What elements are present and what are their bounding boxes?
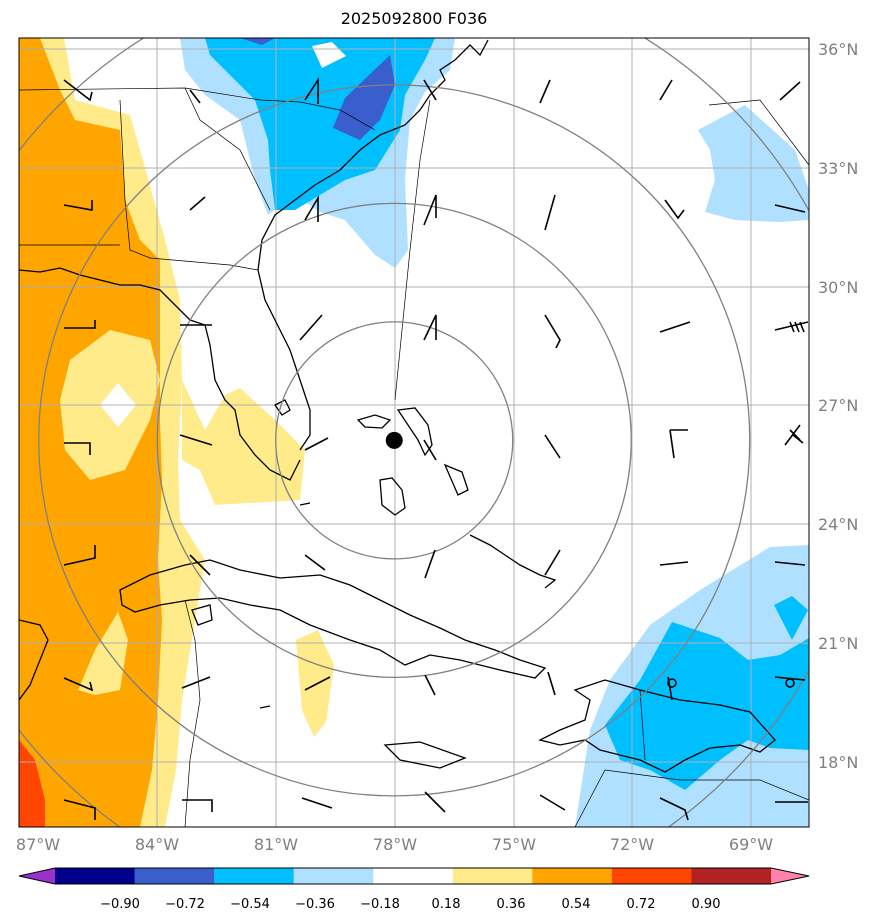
border-state-1 bbox=[19, 87, 376, 131]
coast-us-east bbox=[257, 39, 489, 451]
contour-field bbox=[19, 38, 809, 827]
longitude-ticks: 87°W 84°W 81°W 78°W 75°W 72°W 69°W bbox=[16, 835, 773, 854]
colorbar-tick-label: 0.90 bbox=[692, 897, 721, 912]
border-eez-haiti bbox=[639, 689, 646, 761]
coast-bahamas-south bbox=[469, 534, 557, 589]
colorbar-extend-low bbox=[19, 868, 55, 884]
lat-tick-label: 27°N bbox=[818, 396, 858, 415]
range-ring bbox=[156, 202, 632, 679]
storm-center-marker bbox=[385, 431, 403, 449]
coast-abaco bbox=[396, 407, 433, 457]
colorbar-outline bbox=[18, 867, 810, 885]
colorbar-segment bbox=[452, 868, 533, 884]
border-eez-east bbox=[708, 99, 809, 166]
colorbar-segment bbox=[373, 868, 454, 884]
colorbar-segment bbox=[532, 868, 613, 884]
colorbar bbox=[18, 867, 810, 885]
range-ring bbox=[38, 84, 751, 797]
colorbar-segment bbox=[134, 868, 215, 884]
coast-yucatan bbox=[19, 619, 49, 701]
coast-andros bbox=[379, 477, 406, 516]
colorbar-tick-label: −0.54 bbox=[230, 897, 270, 912]
coast-keys bbox=[259, 502, 311, 709]
border-state-2 bbox=[184, 87, 271, 211]
border-eez-mexico bbox=[184, 599, 201, 827]
border-eez-bahamas bbox=[394, 99, 431, 401]
contour-light-blue-northeast bbox=[698, 105, 809, 222]
coast-isle-of-youth bbox=[191, 604, 213, 626]
contour-light-yellow-florida bbox=[182, 380, 305, 505]
plot-title: 2025092800 F036 bbox=[340, 9, 488, 28]
station-marker bbox=[785, 678, 795, 688]
colorbar-tick-label: −0.18 bbox=[360, 897, 400, 912]
colorbar-segment bbox=[691, 868, 772, 884]
coast-eleuthera bbox=[443, 463, 469, 496]
range-ring bbox=[275, 321, 514, 560]
range-rings bbox=[19, 38, 809, 827]
lon-tick-label: 75°W bbox=[492, 835, 536, 854]
colorbar-tick-label: 0.72 bbox=[627, 897, 656, 912]
colorbar-segment bbox=[611, 868, 692, 884]
contour-light-yellow-cayman bbox=[296, 630, 334, 737]
contour-light-yellow-pocket-2 bbox=[78, 612, 128, 695]
graticule bbox=[19, 38, 809, 827]
colorbar-tick-label: −0.36 bbox=[295, 897, 335, 912]
colorbar-tick-label: 0.36 bbox=[497, 897, 526, 912]
contour-blue-southeast-tip bbox=[774, 596, 808, 640]
colorbar-tick-label: 0.18 bbox=[432, 897, 461, 912]
colorbar-ticks: −0.90 −0.72 −0.54 −0.36 −0.18 0.18 0.36 … bbox=[100, 897, 720, 912]
lon-tick-label: 69°W bbox=[729, 835, 773, 854]
latitude-ticks: 36°N 33°N 30°N 27°N 24°N 21°N 18°N bbox=[818, 40, 858, 772]
lat-tick-label: 21°N bbox=[818, 634, 858, 653]
colorbar-extend-high bbox=[771, 868, 809, 884]
contour-blue-southeast bbox=[605, 622, 809, 790]
lon-tick-label: 72°W bbox=[610, 835, 654, 854]
political-borders bbox=[19, 87, 809, 827]
lat-tick-label: 33°N bbox=[818, 159, 858, 178]
coast-jamaica bbox=[383, 741, 467, 769]
colorbar-segment bbox=[55, 868, 136, 884]
lat-tick-label: 18°N bbox=[818, 753, 858, 772]
colorbar-tick-label: 0.54 bbox=[562, 897, 591, 912]
colorbar-segment bbox=[293, 868, 374, 884]
contour-royal-blue-top bbox=[240, 38, 275, 45]
lon-tick-label: 84°W bbox=[135, 835, 179, 854]
coastlines bbox=[19, 39, 776, 773]
wind-barbs bbox=[63, 77, 809, 821]
lat-tick-label: 30°N bbox=[818, 278, 858, 297]
station-marker bbox=[667, 678, 677, 688]
lat-tick-label: 24°N bbox=[818, 515, 858, 534]
lon-tick-label: 78°W bbox=[373, 835, 417, 854]
lon-tick-label: 87°W bbox=[16, 835, 60, 854]
coast-cuba bbox=[119, 559, 547, 679]
contour-royal-blue-carolinas bbox=[333, 55, 395, 140]
colorbar-tick-label: −0.90 bbox=[100, 897, 140, 912]
lon-tick-label: 81°W bbox=[254, 835, 298, 854]
colorbar-tick-label: −0.72 bbox=[165, 897, 205, 912]
colorbar-segment bbox=[214, 868, 295, 884]
coast-hispaniola bbox=[538, 679, 776, 773]
lat-tick-label: 36°N bbox=[818, 40, 858, 59]
map-frame bbox=[18, 37, 810, 828]
border-eez-south bbox=[574, 769, 809, 827]
coast-grand-bahama bbox=[356, 414, 392, 429]
coast-gulf bbox=[19, 267, 301, 481]
